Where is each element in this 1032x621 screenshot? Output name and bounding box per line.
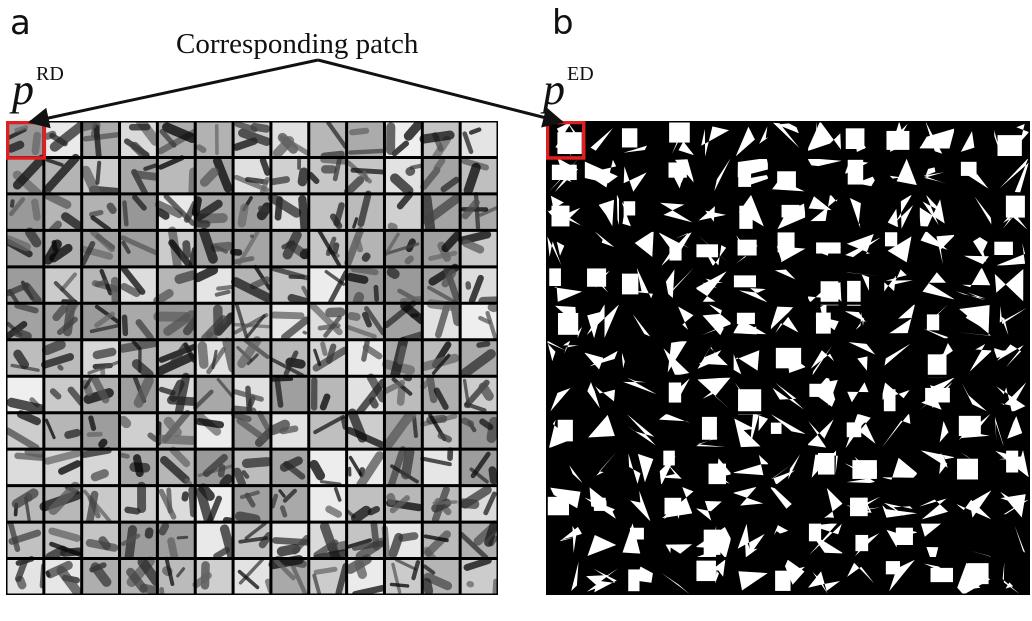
arrow-to-ed-patch bbox=[318, 60, 562, 122]
arrow-to-rd-patch bbox=[30, 60, 318, 122]
